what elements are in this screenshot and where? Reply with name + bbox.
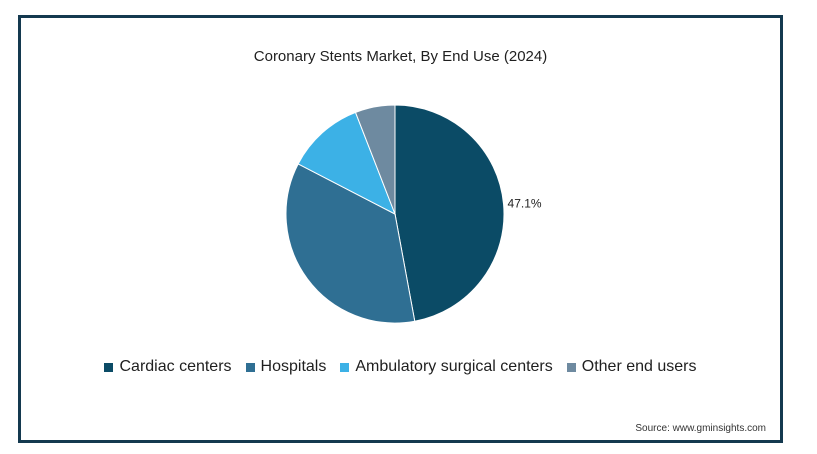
legend: Cardiac centers Hospitals Ambulatory sur… <box>21 358 780 376</box>
legend-label: Ambulatory surgical centers <box>355 358 553 375</box>
legend-label: Cardiac centers <box>119 358 232 375</box>
legend-item-hospitals: Hospitals <box>245 358 327 376</box>
chart-frame: Coronary Stents Market, By End Use (2024… <box>18 15 783 443</box>
source-note: Source: www.gminsights.com <box>635 423 766 434</box>
pie-slice-ambulatory-surgical-centers <box>297 111 396 216</box>
legend-swatch <box>340 362 350 372</box>
pie-slice-other-end-users <box>354 104 396 215</box>
pie-chart: 47.1% <box>285 104 542 324</box>
legend-label: Hospitals <box>260 358 327 375</box>
pie-slice-hospitals <box>285 163 416 324</box>
legend-item-cardiac-centers: Cardiac centers <box>104 358 232 376</box>
legend-swatch <box>104 362 114 372</box>
chart-title: Coronary Stents Market, By End Use (2024… <box>253 48 548 65</box>
pie-slice-cardiac-centers <box>394 104 505 322</box>
legend-item-other-end-users: Other end users <box>566 358 697 376</box>
legend-swatch <box>566 362 576 372</box>
legend-swatch <box>245 362 255 372</box>
slice-value-label: 47.1% <box>508 197 542 211</box>
legend-label: Other end users <box>581 358 697 375</box>
legend-item-ambulatory-surgical-centers: Ambulatory surgical centers <box>340 358 553 376</box>
